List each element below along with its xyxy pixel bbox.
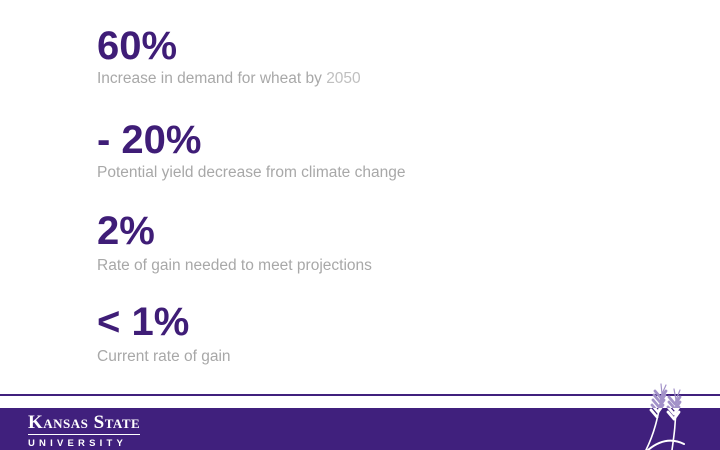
wheat-icon <box>644 382 686 450</box>
stat-caption-suffix: 2050 <box>326 70 361 87</box>
footer-bar: Kansas State UNIVERSITY <box>0 408 720 450</box>
stat-caption-text: Increase in demand for wheat by <box>97 70 327 87</box>
stat-value: - 20% <box>97 118 202 162</box>
stat-caption-text: Rate of gain needed to meet projections <box>97 257 372 274</box>
stat-value: 60% <box>97 24 178 68</box>
kansas-state-logo: Kansas State UNIVERSITY <box>28 412 141 449</box>
stat-caption: Current rate of gain <box>97 348 231 367</box>
logo-wordmark-line1: Kansas State <box>28 412 141 435</box>
stat-value: < 1% <box>97 300 190 344</box>
stat-caption-text: Potential yield decrease from climate ch… <box>97 164 406 181</box>
stat-value: 2% <box>97 209 155 253</box>
stat-caption: Increase in demand for wheat by 2050 <box>97 70 361 89</box>
stat-caption: Rate of gain needed to meet projections <box>97 257 372 276</box>
divider-rule <box>0 394 720 396</box>
stat-caption-text: Current rate of gain <box>97 348 231 365</box>
stat-caption: Potential yield decrease from climate ch… <box>97 164 405 183</box>
logo-wordmark-line2: UNIVERSITY <box>28 438 128 449</box>
